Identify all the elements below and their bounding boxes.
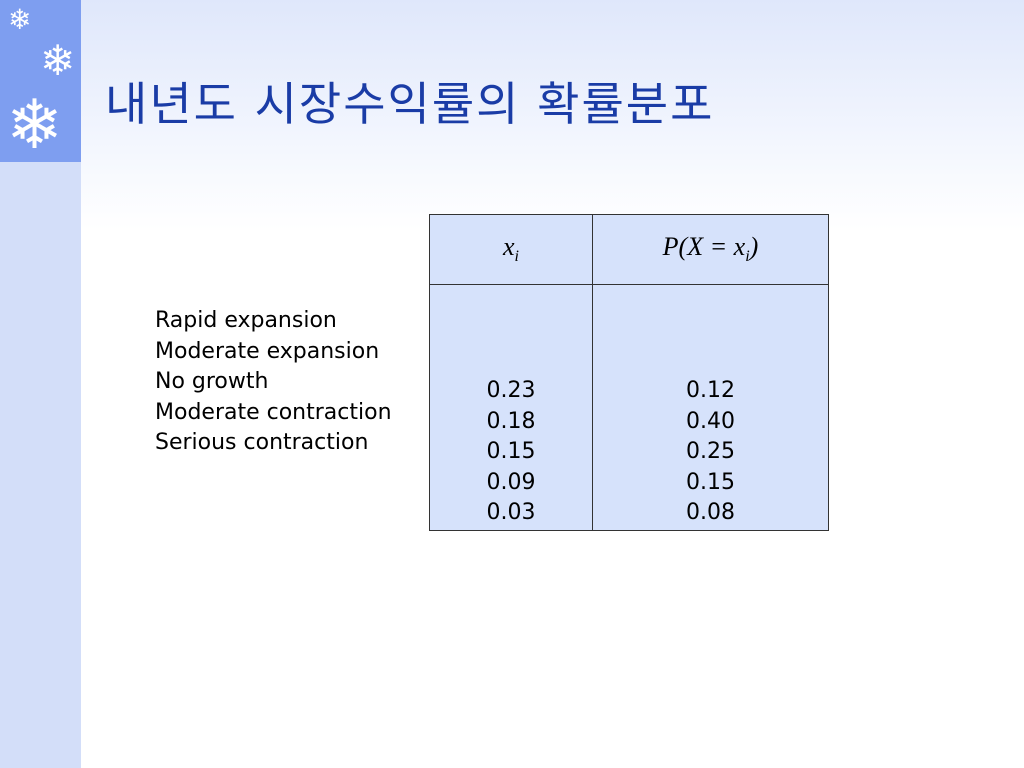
x-value: 0.15 — [486, 439, 536, 465]
p-value: 0.15 — [686, 469, 735, 495]
row-label: Serious contraction — [155, 430, 369, 456]
header-probability: P(X = xi) — [592, 214, 829, 285]
x-value: 0.03 — [486, 500, 536, 526]
row-label: Rapid expansion — [155, 308, 337, 333]
header-x: xi — [429, 214, 593, 285]
row-label: Moderate expansion — [155, 338, 380, 364]
snowflake-icon: ❄ — [8, 3, 32, 36]
snowflake-icon: ❄ — [40, 36, 76, 85]
sidebar-panel — [0, 162, 81, 768]
p-values: 0.12 0.40 0.25 0.15 0.08 — [592, 284, 829, 531]
p-value: 0.08 — [686, 500, 735, 526]
x-value: 0.09 — [486, 469, 536, 495]
sidebar-decoration: ❄ ❄ ❄ — [0, 0, 81, 162]
p-value: 0.40 — [686, 408, 735, 434]
x-value: 0.23 — [486, 378, 536, 403]
row-label: Moderate contraction — [155, 399, 392, 425]
row-label: No growth — [155, 369, 269, 395]
p-value: 0.25 — [686, 439, 735, 465]
x-value: 0.18 — [486, 408, 536, 434]
slide-title: 내년도 시장수익률의 확률분포 — [105, 77, 715, 131]
probability-table: xi P(X = xi) 0.23 0.18 0.15 0.09 0.03 0.… — [429, 214, 829, 531]
x-values: 0.23 0.18 0.15 0.09 0.03 — [429, 284, 593, 531]
snowflake-icon: ❄ — [6, 86, 63, 165]
p-value: 0.12 — [686, 378, 735, 403]
row-labels: Rapid expansion Moderate expansion No gr… — [155, 306, 392, 459]
